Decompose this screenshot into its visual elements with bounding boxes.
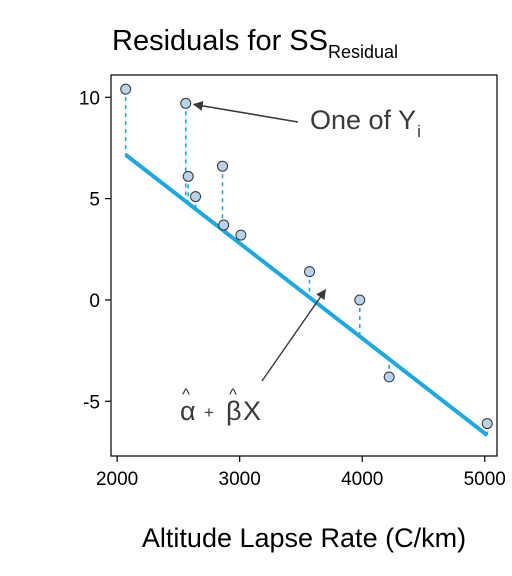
fit-line-group [124, 153, 489, 437]
observed-label-text: One of Y [310, 105, 416, 135]
data-point [354, 294, 366, 306]
data-point [235, 229, 247, 241]
x-axis-label: Altitude Lapse Rate (C/km) [142, 523, 466, 553]
residual-lines [124, 89, 488, 436]
y-tick-label: 0 [89, 291, 100, 312]
data-point [304, 266, 316, 278]
fitted-arrow [261, 288, 327, 382]
beta-hat: ^ [229, 385, 237, 404]
fitted-annotation: ^ α + ^ β X [180, 288, 327, 426]
alpha-hat: ^ [182, 385, 190, 404]
chart-title: Residuals for SSResidual [112, 25, 398, 62]
x-tick-label: 2000 [96, 469, 138, 490]
observed-label-subscript: i [417, 122, 421, 141]
chart-title-subscript: Residual [328, 42, 398, 62]
data-point [182, 170, 194, 182]
y-tick-label: -5 [83, 392, 100, 413]
data-points [120, 83, 493, 430]
plus-sign: + [204, 403, 214, 422]
data-point [180, 97, 192, 109]
fit-line [124, 153, 489, 437]
data-point [383, 371, 395, 383]
alpha-symbol: α [180, 396, 196, 426]
y-axis: 10 5 0 -5 [79, 88, 111, 413]
x-tick-label: 3000 [219, 469, 261, 490]
observed-label: One of Yi [310, 105, 421, 141]
x-tick-label: 5000 [464, 469, 506, 490]
y-tick-label: 10 [79, 88, 100, 109]
y-tick-label: 5 [89, 190, 100, 211]
x-variable: X [243, 396, 261, 426]
plot-panel [110, 74, 498, 457]
chart-title-main: Residuals for SS [112, 25, 328, 57]
beta-symbol: β [226, 396, 242, 426]
data-point [217, 160, 229, 172]
data-point [218, 219, 230, 231]
observed-annotation: One of Yi [192, 100, 421, 141]
data-point [190, 191, 202, 203]
x-axis: 2000 3000 4000 5000 [96, 456, 506, 490]
data-point [481, 418, 493, 430]
x-tick-label: 4000 [341, 469, 383, 490]
data-point [120, 83, 132, 95]
observed-arrow [192, 100, 299, 123]
